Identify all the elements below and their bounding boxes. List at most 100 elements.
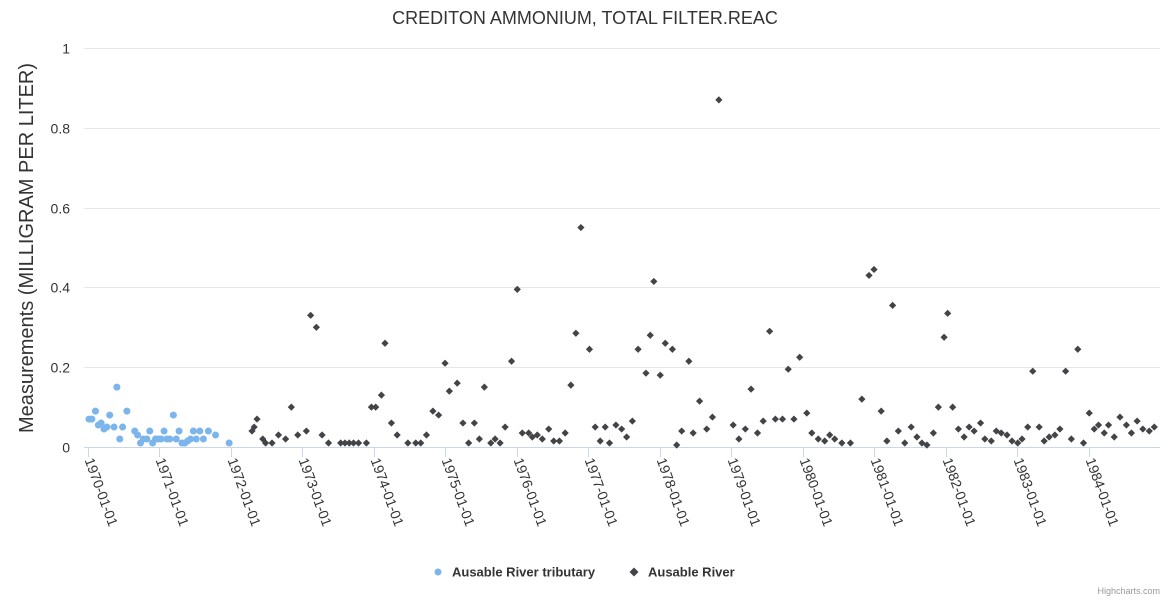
data-point[interactable]	[605, 439, 614, 447]
data-point[interactable]	[831, 435, 839, 443]
data-point[interactable]	[103, 423, 111, 431]
data-point[interactable]	[354, 439, 363, 447]
data-point[interactable]	[646, 331, 654, 339]
data-point[interactable]	[923, 441, 931, 449]
data-point[interactable]	[172, 435, 180, 443]
data-point[interactable]	[877, 407, 885, 415]
data-point[interactable]	[1014, 439, 1022, 447]
data-point[interactable]	[1062, 367, 1070, 375]
data-point[interactable]	[1067, 435, 1075, 443]
data-point[interactable]	[997, 429, 1005, 437]
data-point[interactable]	[274, 431, 283, 439]
data-point[interactable]	[814, 435, 822, 443]
data-point[interactable]	[753, 429, 762, 437]
data-point[interactable]	[954, 425, 962, 433]
data-point[interactable]	[759, 417, 767, 425]
data-point[interactable]	[204, 427, 212, 435]
data-point[interactable]	[577, 223, 585, 232]
data-point[interactable]	[422, 431, 431, 439]
data-point[interactable]	[790, 415, 798, 423]
data-point[interactable]	[784, 365, 792, 373]
data-point[interactable]	[628, 417, 636, 425]
legend-item-tributary[interactable]: Ausable River tributary	[434, 565, 596, 580]
data-point[interactable]	[160, 427, 168, 435]
data-point[interactable]	[865, 271, 873, 280]
data-point[interactable]	[387, 419, 396, 427]
data-point[interactable]	[1116, 413, 1124, 421]
data-point[interactable]	[91, 407, 99, 415]
data-point[interactable]	[445, 387, 453, 395]
data-point[interactable]	[119, 423, 127, 431]
data-point[interactable]	[747, 385, 755, 393]
data-point[interactable]	[585, 345, 594, 353]
data-point[interactable]	[518, 429, 526, 437]
data-point[interactable]	[187, 435, 195, 443]
data-point[interactable]	[729, 421, 737, 429]
legend-item-river[interactable]: Ausable River	[629, 565, 735, 580]
data-point[interactable]	[441, 359, 449, 367]
data-point[interactable]	[894, 427, 902, 435]
data-point[interactable]	[377, 391, 386, 399]
data-point[interactable]	[808, 429, 816, 437]
data-point[interactable]	[507, 357, 516, 365]
data-point[interactable]	[826, 431, 834, 439]
data-point[interactable]	[1003, 431, 1011, 439]
data-point[interactable]	[766, 327, 774, 335]
data-point[interactable]	[668, 345, 677, 353]
data-point[interactable]	[913, 433, 921, 441]
data-point[interactable]	[741, 425, 749, 433]
data-point[interactable]	[1040, 437, 1048, 445]
data-point[interactable]	[501, 423, 509, 431]
data-point[interactable]	[116, 435, 124, 443]
data-point[interactable]	[901, 439, 909, 447]
data-point[interactable]	[591, 423, 599, 431]
data-point[interactable]	[1008, 437, 1016, 445]
data-point[interactable]	[166, 435, 174, 443]
data-point[interactable]	[169, 411, 177, 419]
data-point[interactable]	[642, 369, 650, 377]
data-point[interactable]	[417, 439, 425, 447]
data-point[interactable]	[634, 345, 642, 353]
data-point[interactable]	[870, 265, 878, 274]
data-point[interactable]	[1127, 429, 1136, 437]
data-point[interactable]	[146, 427, 154, 435]
data-point[interactable]	[1150, 423, 1158, 431]
data-point[interactable]	[601, 423, 609, 431]
data-point[interactable]	[992, 427, 1000, 435]
data-point[interactable]	[796, 353, 804, 361]
data-point[interactable]	[561, 429, 569, 437]
data-point[interactable]	[533, 431, 541, 439]
data-point[interactable]	[302, 427, 310, 435]
data-point[interactable]	[253, 415, 261, 423]
data-point[interactable]	[1051, 431, 1059, 439]
data-point[interactable]	[976, 419, 985, 427]
data-point[interactable]	[110, 423, 118, 431]
data-point[interactable]	[1018, 435, 1026, 443]
data-point[interactable]	[846, 439, 855, 447]
data-point[interactable]	[307, 311, 315, 319]
data-point[interactable]	[685, 357, 693, 365]
data-point[interactable]	[367, 403, 376, 411]
data-point[interactable]	[225, 439, 233, 447]
data-point[interactable]	[987, 437, 995, 445]
data-point[interactable]	[459, 419, 467, 427]
data-point[interactable]	[715, 96, 723, 104]
data-point[interactable]	[189, 427, 197, 435]
data-point[interactable]	[1094, 421, 1103, 429]
credits[interactable]: Highcharts.com	[1097, 586, 1160, 596]
data-point[interactable]	[1029, 367, 1037, 375]
data-point[interactable]	[465, 439, 473, 447]
data-point[interactable]	[429, 407, 437, 415]
data-point[interactable]	[940, 333, 948, 341]
data-point[interactable]	[944, 309, 952, 317]
data-point[interactable]	[735, 435, 743, 443]
data-point[interactable]	[545, 425, 553, 433]
data-point[interactable]	[470, 419, 478, 427]
data-point[interactable]	[673, 441, 681, 449]
data-point[interactable]	[250, 423, 258, 431]
data-point[interactable]	[970, 427, 978, 435]
data-point[interactable]	[312, 323, 320, 331]
data-point[interactable]	[480, 383, 488, 391]
data-point[interactable]	[453, 379, 461, 387]
data-point[interactable]	[550, 437, 558, 445]
